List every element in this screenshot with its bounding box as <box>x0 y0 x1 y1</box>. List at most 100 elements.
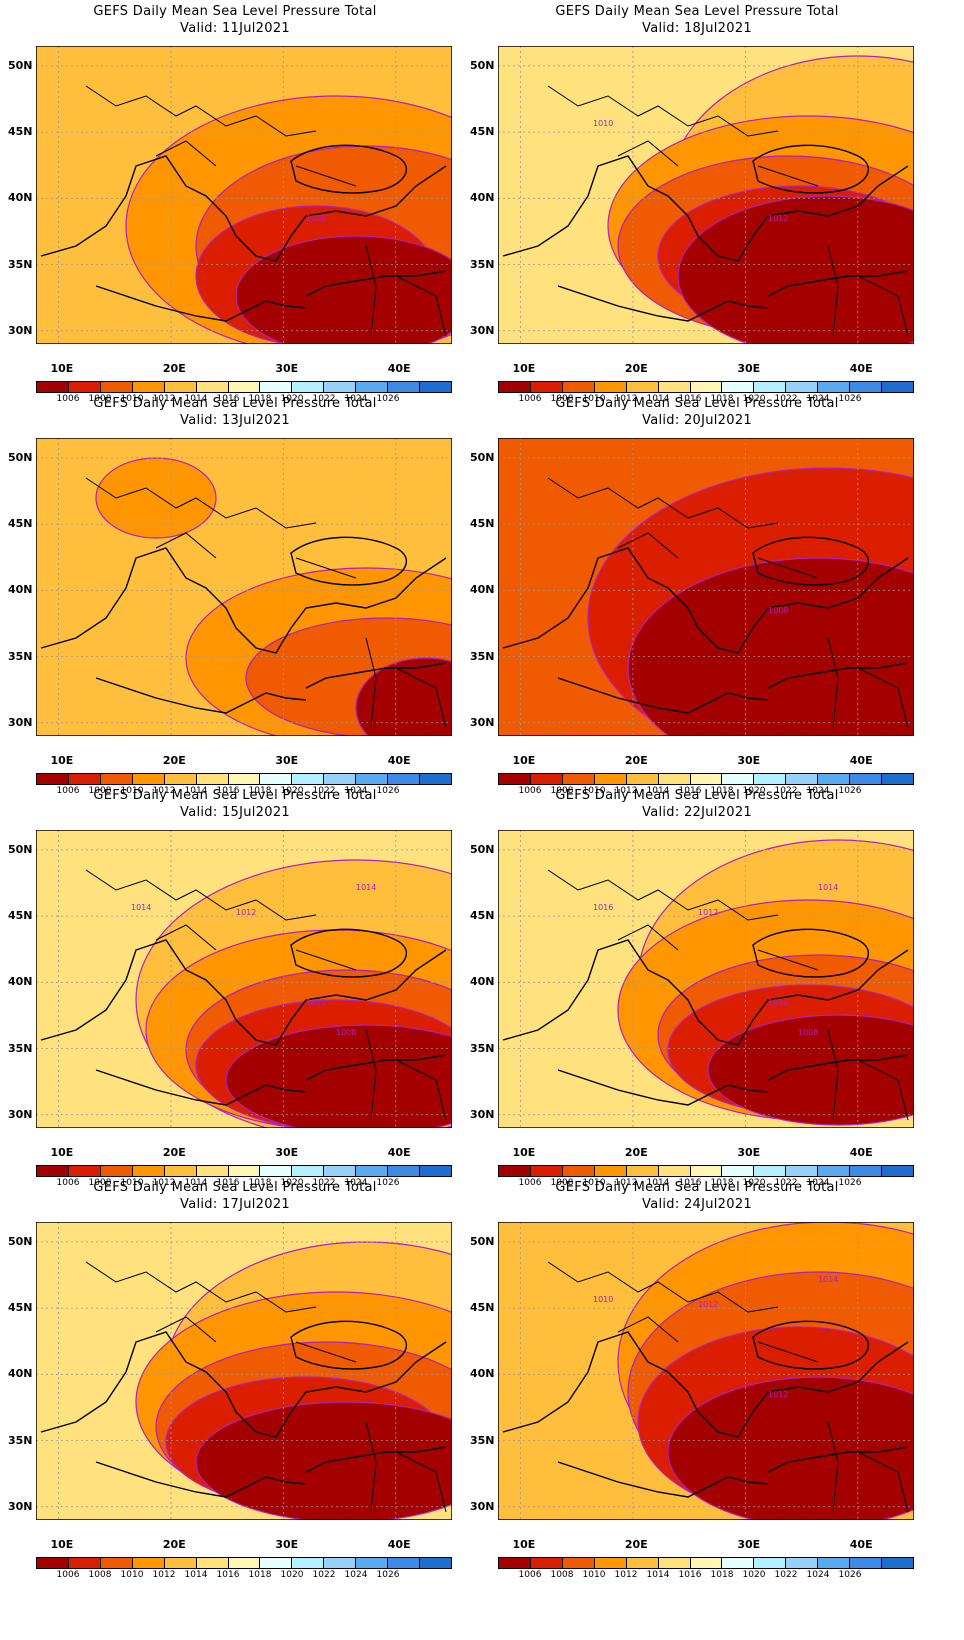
latitude-label: 30N <box>8 1107 33 1121</box>
panel-title: GEFS Daily Mean Sea Level Pressure Total <box>93 1180 377 1195</box>
contour-label: 1008 <box>306 214 326 223</box>
longitude-label: 20E <box>162 1538 186 1551</box>
colorbar-swatch <box>356 1166 389 1176</box>
pressure-map: 1012 1014 1014 1012 1008 <box>36 830 452 1128</box>
map-panel: GEFS Daily Mean Sea Level Pressure Total… <box>462 392 932 797</box>
colorbar-tick-label: 1008 <box>88 786 112 796</box>
colorbar-tick-label: 1018 <box>248 1178 272 1188</box>
colorbar-tick-label: 1014 <box>184 1570 208 1580</box>
longitude-label: 40E <box>387 1146 411 1159</box>
colorbar-swatch <box>356 382 389 392</box>
coastline <box>767 1054 909 1081</box>
colorbar-swatch <box>850 1558 883 1568</box>
colorbar-swatch <box>228 1166 261 1176</box>
colorbar-tick-label: 1018 <box>248 786 272 796</box>
colorbar-swatch <box>228 1558 261 1568</box>
colorbar-swatch <box>420 774 451 784</box>
colorbar-swatch <box>658 382 691 392</box>
colorbar-tick-label: 1022 <box>312 786 336 796</box>
colorbar-tick-label: 1016 <box>216 786 240 796</box>
colorbar-tick-label: 1026 <box>376 394 400 404</box>
coastline <box>557 677 769 714</box>
longitude-label: 40E <box>387 754 411 767</box>
latitude-label: 35N <box>470 649 495 663</box>
pressure-contour-region <box>235 235 452 344</box>
colorbar-tick-label: 1020 <box>280 394 304 404</box>
colorbar-swatch <box>594 1166 627 1176</box>
country-borders <box>85 1261 447 1513</box>
colorbar-swatch <box>594 774 627 784</box>
latitude-label: 40N <box>8 975 33 989</box>
colorbar <box>498 1165 914 1177</box>
colorbar-swatch <box>850 382 883 392</box>
latitude-label: 40N <box>8 1367 33 1381</box>
colorbar-swatch <box>594 382 627 392</box>
longitude-label: 10E <box>512 754 536 767</box>
colorbar-tick-label: 1014 <box>184 394 208 404</box>
colorbar-tick-label: 1006 <box>56 786 80 796</box>
panel-valid-date: Valid: 20Jul2021 <box>642 413 752 428</box>
colorbar-tick-label: 1010 <box>120 786 144 796</box>
colorbar-swatch <box>196 774 229 784</box>
colorbar <box>36 381 452 393</box>
colorbar-tick-label: 1018 <box>710 1570 734 1580</box>
coastline <box>95 1461 307 1498</box>
coastline <box>752 144 870 194</box>
pressure-contour-region <box>707 1014 914 1126</box>
colorbar-tick-label: 1026 <box>376 786 400 796</box>
panel-valid-date: Valid: 13Jul2021 <box>180 413 290 428</box>
colorbar-swatch <box>690 774 723 784</box>
colorbar-swatch <box>420 1166 451 1176</box>
colorbar-tick-label: 1006 <box>518 786 542 796</box>
colorbar-tick-label: 1012 <box>614 394 638 404</box>
colorbar-swatch <box>68 774 101 784</box>
colorbar-tick-label: 1008 <box>88 1178 112 1188</box>
colorbar-swatch <box>658 1166 691 1176</box>
colorbar-tick-label: 1010 <box>120 394 144 404</box>
contour-label: 1010 <box>593 119 613 128</box>
colorbar-tick-label: 1006 <box>56 394 80 404</box>
coastline <box>40 939 447 1046</box>
contour-label: 1014 <box>131 903 151 912</box>
colorbar-tick-label: 1012 <box>614 1570 638 1580</box>
colorbar-swatch <box>818 774 851 784</box>
colorbar-tick-label: 1022 <box>774 786 798 796</box>
longitude-label: 30E <box>737 362 761 375</box>
colorbar-swatch <box>786 1558 819 1568</box>
colorbar-swatch <box>626 1558 659 1568</box>
coastline <box>40 547 447 654</box>
latitude-label: 40N <box>470 975 495 989</box>
coastline <box>40 1331 447 1438</box>
colorbar-tick-label: 1026 <box>838 786 862 796</box>
colorbar-tick-label: 1016 <box>678 786 702 796</box>
colorbar <box>498 773 914 785</box>
colorbar-tick-label: 1020 <box>280 1570 304 1580</box>
coastline <box>305 662 447 689</box>
colorbar-tick-label: 1014 <box>646 1570 670 1580</box>
colorbar-swatch <box>499 1558 531 1568</box>
latitude-label: 35N <box>470 257 495 271</box>
coastline <box>767 662 909 689</box>
colorbar-swatch <box>818 382 851 392</box>
colorbar-swatch <box>132 382 165 392</box>
colorbar-tick-label: 1020 <box>742 394 766 404</box>
contour-label: 1012 <box>698 908 718 917</box>
colorbar-tick-label: 1020 <box>742 1178 766 1188</box>
colorbar <box>36 1557 452 1569</box>
colorbar-swatch <box>356 774 389 784</box>
colorbar-swatch <box>850 774 883 784</box>
latitude-label: 35N <box>470 1041 495 1055</box>
panel-valid-date: Valid: 15Jul2021 <box>180 805 290 820</box>
coastline <box>502 939 909 1046</box>
pressure-contour-region <box>95 457 217 539</box>
colorbar-swatch <box>100 774 133 784</box>
latitude-label: 35N <box>8 257 33 271</box>
contour-label: 1010 <box>593 1295 613 1304</box>
colorbar-swatch <box>196 382 229 392</box>
panel-valid-date: Valid: 17Jul2021 <box>180 1197 290 1212</box>
longitude-label: 10E <box>50 1538 74 1551</box>
colorbar-swatch <box>722 382 755 392</box>
colorbar-swatch <box>722 1166 755 1176</box>
colorbar-tick-label: 1022 <box>312 394 336 404</box>
longitude-label: 20E <box>162 362 186 375</box>
